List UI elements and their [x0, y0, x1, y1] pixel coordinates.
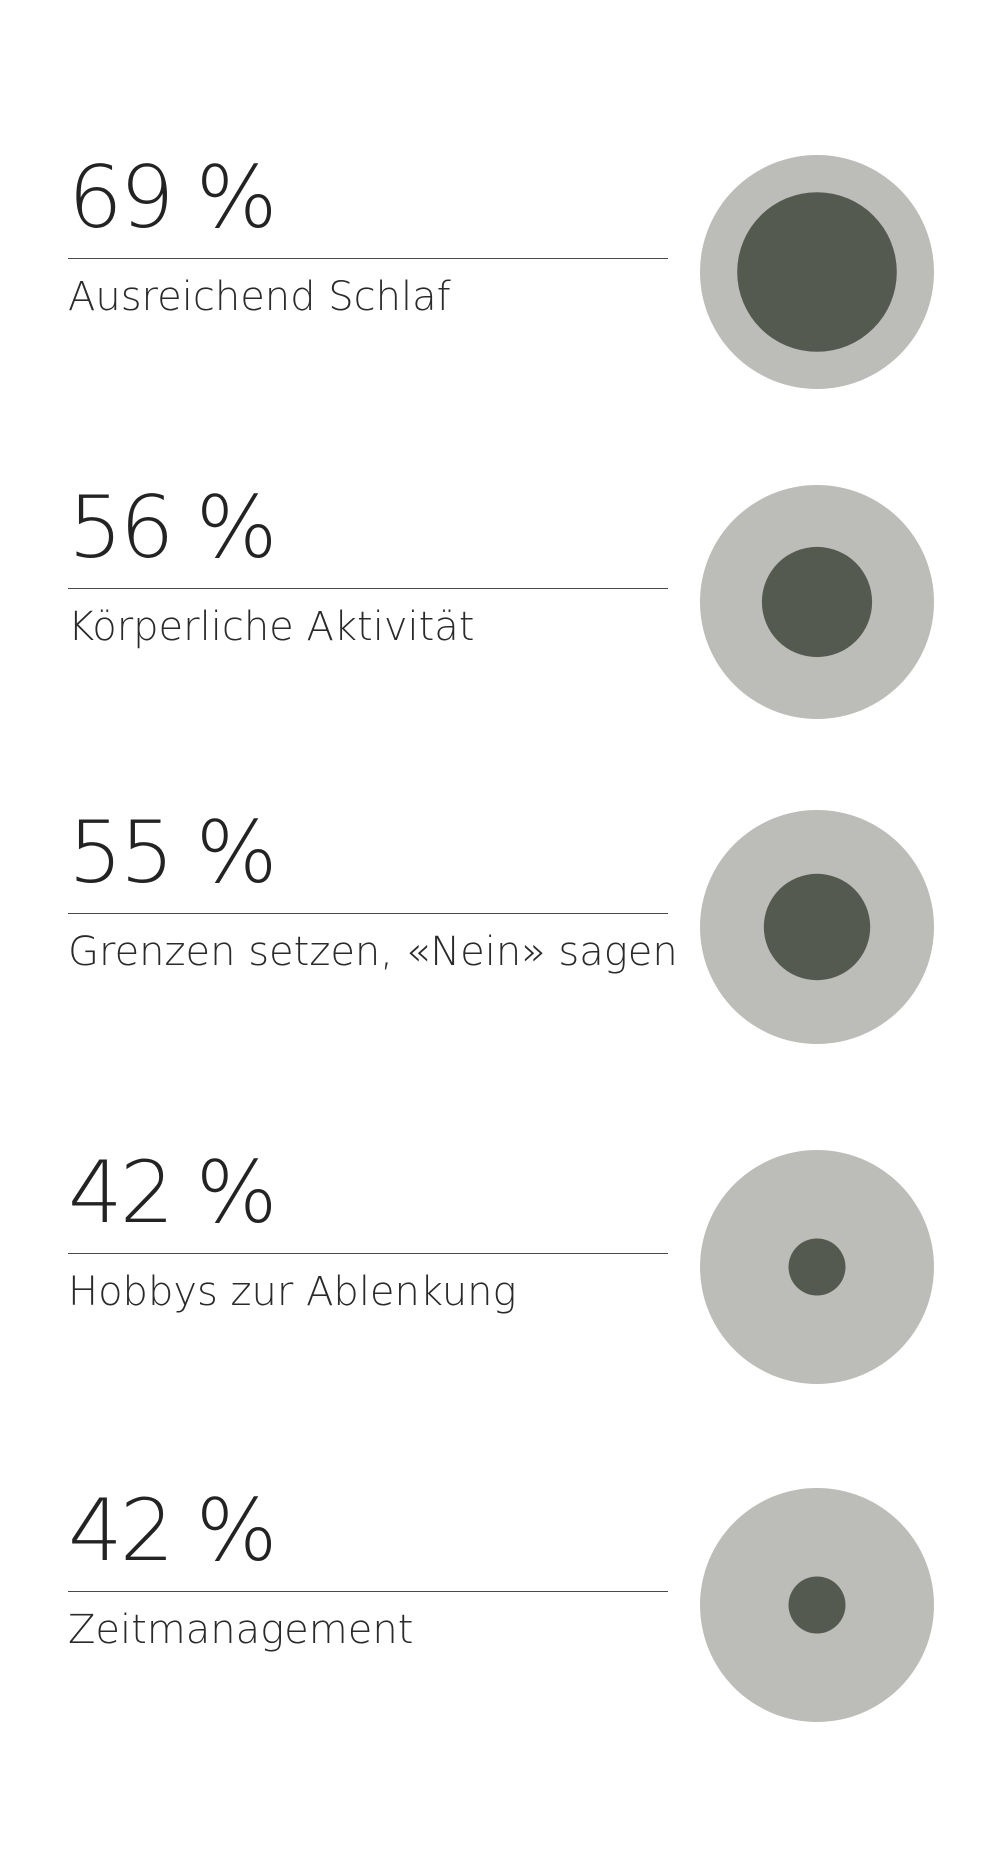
item-label: Ausreichend Schlaf: [68, 274, 451, 320]
proportion-dot: [700, 155, 934, 389]
item-label: Hobbys zur Ablenkung: [68, 1269, 517, 1315]
value-circle: [788, 1238, 846, 1296]
divider-line: [68, 913, 668, 914]
percent-value: 69 %: [68, 148, 277, 248]
percent-value: 55 %: [68, 803, 277, 903]
divider-line: [68, 588, 668, 589]
item-row: 69 % Ausreichend Schlaf: [0, 155, 1000, 395]
item-row: 42 % Zeitmanagement: [0, 1488, 1000, 1728]
divider-line: [68, 1253, 668, 1254]
percent-value: 42 %: [68, 1143, 277, 1243]
value-circle: [788, 1576, 846, 1634]
proportion-dot: [700, 485, 934, 719]
item-row: 42 % Hobbys zur Ablenkung: [0, 1150, 1000, 1390]
item-label: Grenzen setzen, «Nein» sagen: [68, 929, 678, 975]
value-circle: [761, 546, 873, 658]
divider-line: [68, 258, 668, 259]
divider-line: [68, 1591, 668, 1592]
value-circle: [737, 192, 897, 352]
proportion-dot: [700, 1150, 934, 1384]
proportion-dot: [700, 810, 934, 1044]
percent-value: 42 %: [68, 1481, 277, 1581]
proportion-dot: [700, 1488, 934, 1722]
item-label: Körperliche Aktivität: [68, 604, 475, 650]
item-label: Zeitmanagement: [68, 1607, 414, 1653]
item-row: 55 % Grenzen setzen, «Nein» sagen: [0, 810, 1000, 1050]
value-circle: [763, 873, 871, 981]
percent-value: 56 %: [68, 478, 277, 578]
item-row: 56 % Körperliche Aktivität: [0, 485, 1000, 725]
